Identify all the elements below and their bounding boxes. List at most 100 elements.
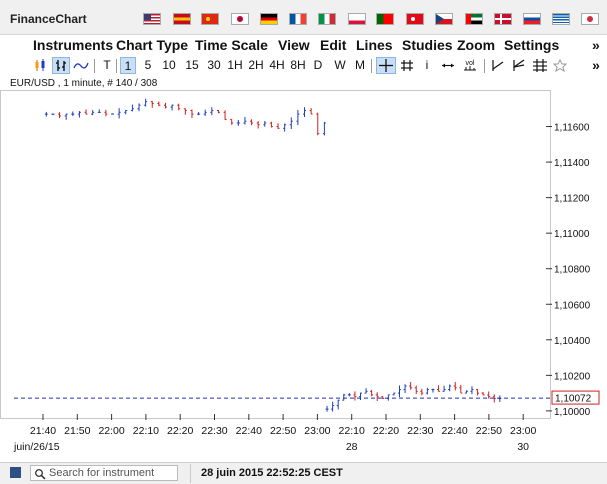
y-tick-label: 1,10000 — [554, 407, 591, 418]
period-4-hours[interactable]: 4H — [269, 58, 285, 72]
denmark-flag[interactable] — [494, 13, 512, 25]
trendline-icon[interactable] — [489, 57, 505, 74]
toolbar-separator — [94, 59, 95, 73]
y-tick-label: 1,11600 — [554, 123, 590, 134]
crosshair-icon[interactable] — [376, 57, 396, 74]
current-price-label: 1,10072 — [555, 394, 592, 405]
period-1-hour[interactable]: 1H — [227, 58, 243, 72]
poland-flag[interactable] — [348, 13, 366, 25]
period-week[interactable]: W — [334, 58, 346, 72]
ohlc-bars-icon[interactable] — [52, 57, 70, 74]
toolbar: T 1 5 10 15 30 1H 2H 4H 8H D W M i vol » — [0, 55, 607, 77]
korea-flag[interactable] — [581, 13, 599, 25]
status-bar: 28 juin 2015 22:52:25 CEST — [0, 462, 607, 484]
y-tick-label: 1,11000 — [554, 229, 590, 240]
period-8-hours[interactable]: 8H — [290, 58, 306, 72]
grid-icon[interactable] — [399, 57, 415, 74]
period-tick[interactable]: T — [103, 58, 111, 72]
us-flag[interactable] — [143, 13, 161, 25]
slovakia-flag[interactable] — [523, 13, 541, 25]
status-divider — [190, 464, 191, 483]
toolbar-separator — [371, 59, 372, 73]
y-tick-label: 1,11400 — [554, 158, 590, 169]
price-chart: 1,11600 1,11400 1,11200 1,11000 1,10800 1,106… — [13, 98, 600, 453]
uae-flag[interactable] — [465, 13, 483, 25]
menu-studies[interactable]: Studies — [402, 37, 453, 53]
x-tick-label: 22:50 — [270, 425, 296, 437]
x-tick-label: 21:50 — [64, 425, 90, 437]
period-5-minutes[interactable]: 5 — [144, 58, 152, 72]
period-1-minute[interactable]: 1 — [120, 57, 136, 74]
x-tick-label: 22:20 — [167, 425, 193, 437]
x-tick-label: 22:30 — [201, 425, 227, 437]
chart-plot-area[interactable] — [0, 90, 551, 419]
fibonacci-icon[interactable] — [531, 57, 549, 74]
menu-view[interactable]: View — [278, 37, 310, 53]
menu-overflow-button[interactable]: » — [592, 37, 600, 53]
menu-edit[interactable]: Edit — [320, 37, 347, 53]
fan-icon[interactable] — [509, 57, 527, 74]
toolbar-separator — [484, 59, 485, 73]
greece-flag[interactable] — [552, 13, 570, 25]
x-tick-label: 21:40 — [30, 425, 56, 437]
horizontal-arrows-icon[interactable] — [439, 57, 457, 74]
y-tick-label: 1,11200 — [554, 194, 590, 205]
period-10-minutes[interactable]: 10 — [162, 58, 176, 72]
france-flag[interactable] — [289, 13, 307, 25]
info-icon[interactable]: i — [425, 58, 429, 72]
menu-time-scale[interactable]: Time Scale — [195, 37, 268, 53]
menu-instruments[interactable]: Instruments — [33, 37, 114, 53]
spain-flag[interactable] — [173, 13, 191, 25]
period-2-hours[interactable]: 2H — [248, 58, 264, 72]
x-tick-label: 22:40 — [441, 425, 467, 437]
menu-chart-type[interactable]: Chart Type — [116, 37, 189, 53]
china-flag[interactable] — [201, 13, 219, 25]
period-30-minutes[interactable]: 30 — [207, 58, 221, 72]
pin-icon[interactable] — [552, 57, 568, 74]
menu-bar: Instruments Chart Type Time Scale View E… — [0, 35, 607, 55]
germany-flag[interactable] — [260, 13, 278, 25]
y-tick-label: 1,10400 — [554, 336, 591, 347]
x-tick-label: 22:00 — [98, 425, 124, 437]
search-icon — [35, 469, 46, 480]
toolbar-overflow-button[interactable]: » — [592, 57, 600, 73]
x-tick-label: 22:20 — [373, 425, 399, 437]
period-15-minutes[interactable]: 15 — [185, 58, 199, 72]
svg-text:vol: vol — [466, 60, 475, 67]
line-chart-icon[interactable] — [73, 57, 89, 74]
instrument-search-box[interactable] — [30, 465, 178, 481]
app-title: FinanceChart — [10, 12, 87, 26]
x-tick-label: 22:30 — [407, 425, 433, 437]
title-bar: FinanceChart — [0, 0, 607, 35]
y-tick-label: 1,10200 — [554, 371, 591, 382]
toolbar-separator — [116, 59, 117, 73]
x-tick-label: 22:40 — [236, 425, 262, 437]
x-tick-label: 23:00 — [510, 425, 536, 437]
italy-flag[interactable] — [318, 13, 336, 25]
date-label: juin/26/15 — [13, 441, 60, 453]
status-datetime: 28 juin 2015 22:52:25 CEST — [201, 467, 343, 479]
date-label: 28 — [346, 441, 358, 453]
japan-flag[interactable] — [231, 13, 249, 25]
date-label: 30 — [517, 441, 529, 453]
x-tick-label: 22:50 — [476, 425, 502, 437]
search-input[interactable] — [49, 466, 175, 480]
candles-icon[interactable] — [33, 57, 47, 74]
x-tick-label: 22:10 — [339, 425, 365, 437]
menu-lines[interactable]: Lines — [356, 37, 393, 53]
czech-flag[interactable] — [435, 13, 453, 25]
instrument-color-swatch[interactable] — [10, 467, 21, 478]
y-tick-label: 1,10800 — [554, 265, 591, 276]
y-tick-label: 1,10600 — [554, 300, 591, 311]
menu-zoom[interactable]: Zoom — [457, 37, 496, 53]
x-tick-label: 22:10 — [133, 425, 159, 437]
current-price-box — [551, 390, 600, 405]
portugal-flag[interactable] — [376, 13, 394, 25]
period-month[interactable]: M — [355, 58, 365, 72]
volume-icon[interactable]: vol — [461, 57, 479, 74]
chart-info-label: EUR/USD , 1 minute, # 140 / 308 — [10, 78, 158, 89]
turkey-flag[interactable] — [406, 13, 424, 25]
period-day[interactable]: D — [313, 58, 323, 72]
menu-settings[interactable]: Settings — [504, 37, 560, 53]
x-tick-label: 23:00 — [304, 425, 330, 437]
